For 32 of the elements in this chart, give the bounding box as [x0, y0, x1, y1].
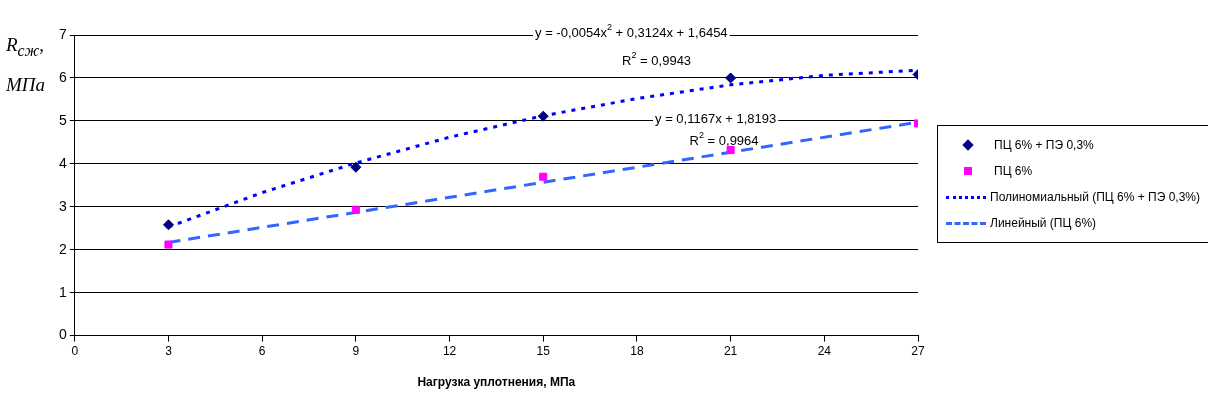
x-tick-label: 0 — [71, 344, 79, 359]
y-tick-label: 7 — [58, 25, 67, 42]
y-axis-title: R$_{сж}$, МПа — [6, 33, 47, 97]
x-axis-title: Нагрузка уплотнения, МПа — [417, 375, 576, 389]
point — [350, 161, 362, 173]
x-tick-label: 18 — [630, 344, 644, 359]
x-tick-label: 24 — [817, 344, 832, 359]
point — [725, 72, 737, 84]
y-tick-label: 3 — [58, 197, 67, 214]
point — [351, 205, 360, 214]
x-tick-label: 15 — [536, 344, 551, 359]
legend-label: ПЦ 6% — [994, 164, 1033, 178]
point — [164, 240, 173, 249]
y-tick-label: 5 — [58, 111, 67, 128]
y-tick-label: 4 — [58, 154, 67, 171]
annotation: y = 0,1167x + 1,8193 — [655, 110, 777, 126]
legend-label: Линейный (ПЦ 6%) — [990, 216, 1097, 230]
legend-label: Полиномиальный (ПЦ 6% + ПЭ 0,3%) — [990, 190, 1200, 204]
y-tick-label: 1 — [58, 283, 67, 300]
x-tick-label: 9 — [352, 344, 360, 359]
x-tick-label: 3 — [165, 344, 173, 359]
x-tick-label: 12 — [442, 344, 457, 359]
x-tick-label: 6 — [258, 344, 266, 359]
x-tick-label: 27 — [911, 344, 925, 359]
point — [537, 110, 549, 122]
y-tick-label: 2 — [58, 240, 67, 257]
legend-label: ПЦ 6% + ПЭ 0,3% — [994, 138, 1094, 152]
point — [162, 219, 174, 231]
y-tick-label: 0 — [58, 326, 67, 343]
x-tick-label: 21 — [723, 344, 738, 359]
y-tick-label: 6 — [58, 68, 67, 85]
point — [539, 172, 548, 181]
